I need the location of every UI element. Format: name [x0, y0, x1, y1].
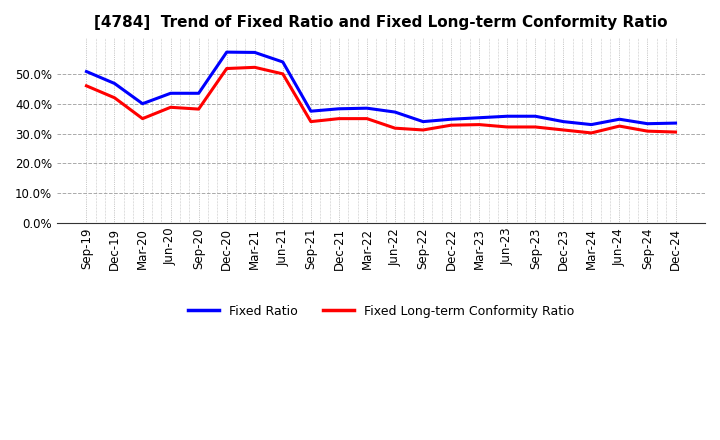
- Fixed Ratio: [419, 119, 428, 124]
- Fixed Ratio: [475, 115, 484, 121]
- Fixed Long-term Conformity Ratio: [194, 106, 203, 112]
- Title: [4784]  Trend of Fixed Ratio and Fixed Long-term Conformity Ratio: [4784] Trend of Fixed Ratio and Fixed Lo…: [94, 15, 667, 30]
- Fixed Long-term Conformity Ratio: [531, 125, 539, 130]
- Fixed Long-term Conformity Ratio: [138, 116, 147, 121]
- Fixed Ratio: [82, 69, 91, 74]
- Fixed Ratio: [222, 49, 231, 55]
- Fixed Long-term Conformity Ratio: [391, 125, 400, 131]
- Fixed Long-term Conformity Ratio: [335, 116, 343, 121]
- Fixed Ratio: [194, 91, 203, 96]
- Fixed Ratio: [335, 106, 343, 111]
- Fixed Ratio: [138, 101, 147, 106]
- Fixed Long-term Conformity Ratio: [475, 122, 484, 127]
- Fixed Ratio: [166, 91, 175, 96]
- Fixed Long-term Conformity Ratio: [82, 83, 91, 88]
- Fixed Long-term Conformity Ratio: [643, 128, 652, 134]
- Fixed Ratio: [531, 114, 539, 119]
- Fixed Ratio: [643, 121, 652, 126]
- Fixed Long-term Conformity Ratio: [251, 65, 259, 70]
- Fixed Ratio: [279, 59, 287, 65]
- Line: Fixed Long-term Conformity Ratio: Fixed Long-term Conformity Ratio: [86, 67, 675, 133]
- Fixed Long-term Conformity Ratio: [587, 130, 595, 136]
- Fixed Long-term Conformity Ratio: [222, 66, 231, 71]
- Fixed Ratio: [559, 119, 567, 124]
- Fixed Ratio: [110, 81, 119, 86]
- Fixed Long-term Conformity Ratio: [503, 125, 511, 130]
- Fixed Long-term Conformity Ratio: [307, 119, 315, 124]
- Fixed Long-term Conformity Ratio: [166, 105, 175, 110]
- Fixed Ratio: [587, 122, 595, 127]
- Line: Fixed Ratio: Fixed Ratio: [86, 52, 675, 125]
- Fixed Ratio: [363, 106, 372, 111]
- Fixed Long-term Conformity Ratio: [447, 123, 456, 128]
- Fixed Ratio: [447, 117, 456, 122]
- Fixed Ratio: [671, 121, 680, 126]
- Legend: Fixed Ratio, Fixed Long-term Conformity Ratio: Fixed Ratio, Fixed Long-term Conformity …: [183, 300, 580, 323]
- Fixed Long-term Conformity Ratio: [419, 127, 428, 132]
- Fixed Long-term Conformity Ratio: [110, 95, 119, 100]
- Fixed Ratio: [391, 110, 400, 115]
- Fixed Long-term Conformity Ratio: [615, 124, 624, 129]
- Fixed Long-term Conformity Ratio: [671, 129, 680, 135]
- Fixed Long-term Conformity Ratio: [363, 116, 372, 121]
- Fixed Ratio: [307, 109, 315, 114]
- Fixed Ratio: [503, 114, 511, 119]
- Fixed Long-term Conformity Ratio: [279, 71, 287, 77]
- Fixed Ratio: [615, 117, 624, 122]
- Fixed Ratio: [251, 50, 259, 55]
- Fixed Long-term Conformity Ratio: [559, 127, 567, 132]
